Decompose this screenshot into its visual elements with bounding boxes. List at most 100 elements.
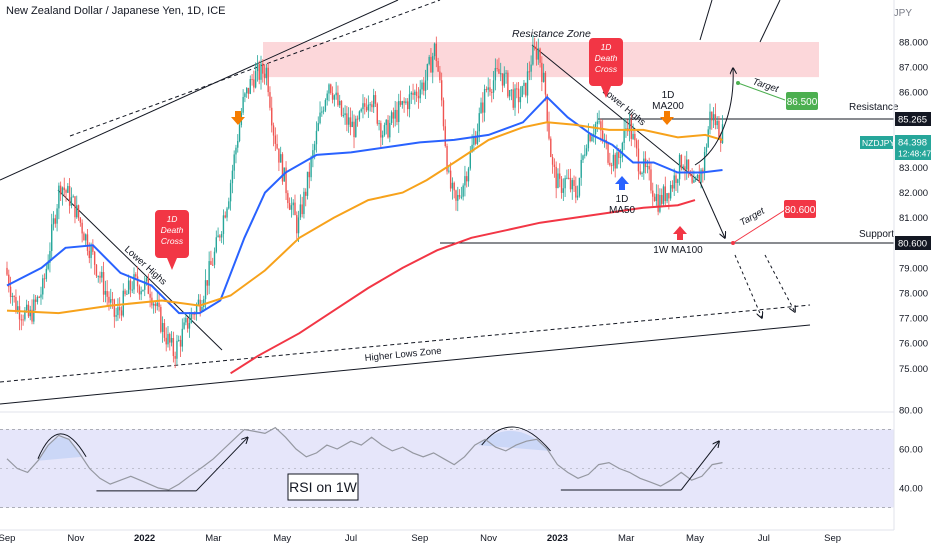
candle-body bbox=[156, 302, 158, 307]
target-low-dot bbox=[731, 241, 735, 245]
time-tick-label: 2023 bbox=[547, 533, 568, 544]
candle-body bbox=[516, 88, 518, 90]
candle-body bbox=[365, 106, 368, 111]
candle-body bbox=[25, 304, 28, 311]
candle-body bbox=[689, 172, 692, 176]
candle-body bbox=[483, 88, 486, 113]
candle-body bbox=[469, 151, 471, 169]
candle-body bbox=[117, 307, 119, 316]
candle-body bbox=[81, 222, 83, 234]
candle-body bbox=[405, 101, 407, 104]
candle-body bbox=[330, 84, 332, 93]
candle-body bbox=[585, 148, 588, 155]
candle-body bbox=[104, 291, 107, 295]
candle-body bbox=[340, 100, 343, 116]
candle-body bbox=[610, 165, 613, 167]
candle-body bbox=[253, 79, 255, 88]
candle-body bbox=[292, 202, 294, 206]
projection-long-1 bbox=[699, 0, 713, 41]
candle-body bbox=[346, 113, 348, 125]
candle-body bbox=[167, 334, 169, 345]
rsi-tick-label: 40.00 bbox=[899, 484, 923, 495]
candle-body bbox=[163, 323, 166, 338]
candle-body bbox=[271, 107, 273, 126]
ma50-label-line1: 1D bbox=[616, 194, 629, 205]
candle-body bbox=[263, 73, 266, 79]
resistance-price-tag bbox=[895, 112, 931, 126]
candle-body bbox=[158, 302, 160, 307]
candle-body bbox=[440, 80, 443, 101]
candle-body bbox=[607, 143, 609, 163]
candle-body bbox=[319, 112, 321, 124]
candle-body bbox=[476, 131, 479, 144]
candle-body bbox=[108, 296, 110, 303]
candle-body bbox=[533, 46, 536, 49]
candle-body bbox=[190, 313, 192, 324]
candle-body bbox=[212, 264, 214, 266]
candle-body bbox=[374, 95, 377, 104]
candle-body bbox=[322, 110, 325, 112]
candle-body bbox=[86, 234, 89, 251]
candle-body bbox=[124, 290, 126, 295]
candle-body bbox=[313, 144, 316, 151]
candle-body bbox=[299, 204, 302, 218]
candle-body bbox=[308, 171, 311, 178]
candle-body bbox=[389, 122, 391, 138]
resistance-zone-label: Resistance Zone bbox=[512, 28, 591, 40]
candle-body bbox=[435, 43, 438, 62]
candle-body bbox=[369, 104, 371, 106]
price-tick-label: 81.000 bbox=[899, 213, 928, 224]
candle-body bbox=[559, 173, 561, 179]
last-price-tag bbox=[895, 135, 931, 160]
candle-body bbox=[560, 178, 563, 193]
candle-body bbox=[328, 84, 330, 94]
candle-body bbox=[439, 71, 441, 81]
candle-body bbox=[34, 299, 37, 302]
candle-body bbox=[208, 261, 210, 286]
time-tick-label: Jul bbox=[758, 533, 770, 544]
candle-body bbox=[500, 73, 502, 75]
candle-body bbox=[347, 117, 350, 125]
candle-body bbox=[573, 180, 575, 186]
candle-body bbox=[535, 48, 538, 60]
target-high-connector bbox=[737, 82, 786, 101]
candle-body bbox=[539, 48, 541, 63]
candle-body bbox=[687, 159, 690, 173]
time-tick-label: Sep bbox=[0, 533, 15, 544]
candle-body bbox=[290, 205, 293, 210]
candle-body bbox=[154, 303, 157, 307]
candle-body bbox=[662, 186, 665, 204]
candle-body bbox=[201, 306, 203, 312]
candle-body bbox=[455, 190, 457, 201]
candle-body bbox=[367, 104, 370, 111]
target-high-dot bbox=[736, 81, 740, 85]
candle-body bbox=[43, 278, 46, 280]
candle-body bbox=[716, 120, 718, 126]
death-cross-text: Cross bbox=[161, 236, 184, 246]
candle-body bbox=[596, 121, 599, 125]
candle-body bbox=[482, 102, 484, 113]
candle-body bbox=[709, 111, 711, 130]
candle-body bbox=[532, 46, 534, 65]
candle-body bbox=[480, 102, 482, 114]
upper-channel-line bbox=[0, 0, 399, 181]
candle-body bbox=[666, 193, 668, 202]
candle-body bbox=[138, 286, 141, 295]
rsi-top-arc-1 bbox=[37, 433, 87, 459]
rsi-label-text: RSI on 1W bbox=[289, 479, 357, 495]
candle-body bbox=[51, 224, 53, 251]
candle-body bbox=[296, 215, 298, 234]
candle-body bbox=[349, 117, 352, 128]
candle-body bbox=[673, 175, 675, 189]
candle-body bbox=[111, 299, 114, 301]
candle-body bbox=[97, 275, 99, 277]
candle-body bbox=[557, 173, 559, 189]
orange-arrow-1 bbox=[231, 111, 245, 125]
candle-body bbox=[59, 185, 62, 195]
rsi-tick-label: 80.00 bbox=[899, 406, 923, 417]
candle-body bbox=[376, 103, 378, 124]
candle-body bbox=[56, 208, 58, 224]
